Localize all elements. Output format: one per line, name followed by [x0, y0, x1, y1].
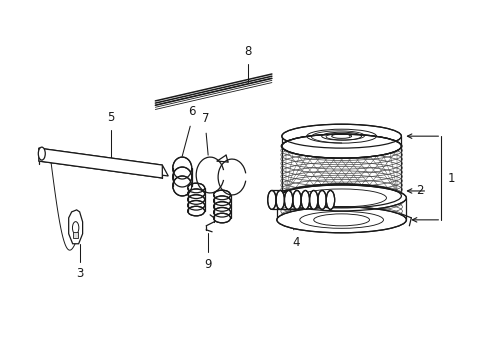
- Ellipse shape: [281, 134, 401, 158]
- Ellipse shape: [213, 196, 230, 206]
- Ellipse shape: [284, 190, 292, 210]
- Ellipse shape: [187, 189, 204, 198]
- Ellipse shape: [281, 184, 401, 208]
- Polygon shape: [39, 148, 162, 178]
- Ellipse shape: [72, 222, 79, 234]
- Polygon shape: [68, 210, 82, 244]
- Text: 5: 5: [106, 111, 114, 124]
- Ellipse shape: [281, 134, 401, 158]
- Text: 4: 4: [291, 236, 299, 249]
- Polygon shape: [39, 148, 168, 176]
- Ellipse shape: [301, 190, 309, 210]
- Text: 2: 2: [415, 184, 423, 197]
- Text: 1: 1: [447, 171, 454, 185]
- Polygon shape: [73, 232, 78, 238]
- Ellipse shape: [325, 190, 334, 210]
- Ellipse shape: [276, 207, 406, 233]
- Text: 7: 7: [202, 112, 209, 125]
- Ellipse shape: [213, 213, 230, 223]
- Ellipse shape: [276, 185, 406, 211]
- Ellipse shape: [281, 124, 401, 148]
- Ellipse shape: [213, 190, 230, 200]
- Ellipse shape: [213, 207, 230, 217]
- Ellipse shape: [187, 183, 204, 193]
- Text: 3: 3: [76, 267, 83, 280]
- Ellipse shape: [276, 190, 284, 210]
- Ellipse shape: [309, 190, 317, 210]
- Text: 8: 8: [244, 45, 251, 58]
- Text: 9: 9: [204, 258, 211, 271]
- Text: 6: 6: [188, 105, 196, 118]
- Ellipse shape: [172, 167, 191, 187]
- Ellipse shape: [172, 176, 191, 196]
- Ellipse shape: [187, 201, 204, 210]
- Ellipse shape: [187, 195, 204, 204]
- Ellipse shape: [187, 206, 204, 216]
- Ellipse shape: [292, 190, 301, 210]
- Ellipse shape: [213, 202, 230, 211]
- Ellipse shape: [38, 147, 45, 160]
- Ellipse shape: [172, 157, 191, 179]
- Ellipse shape: [267, 190, 276, 210]
- Ellipse shape: [317, 190, 325, 210]
